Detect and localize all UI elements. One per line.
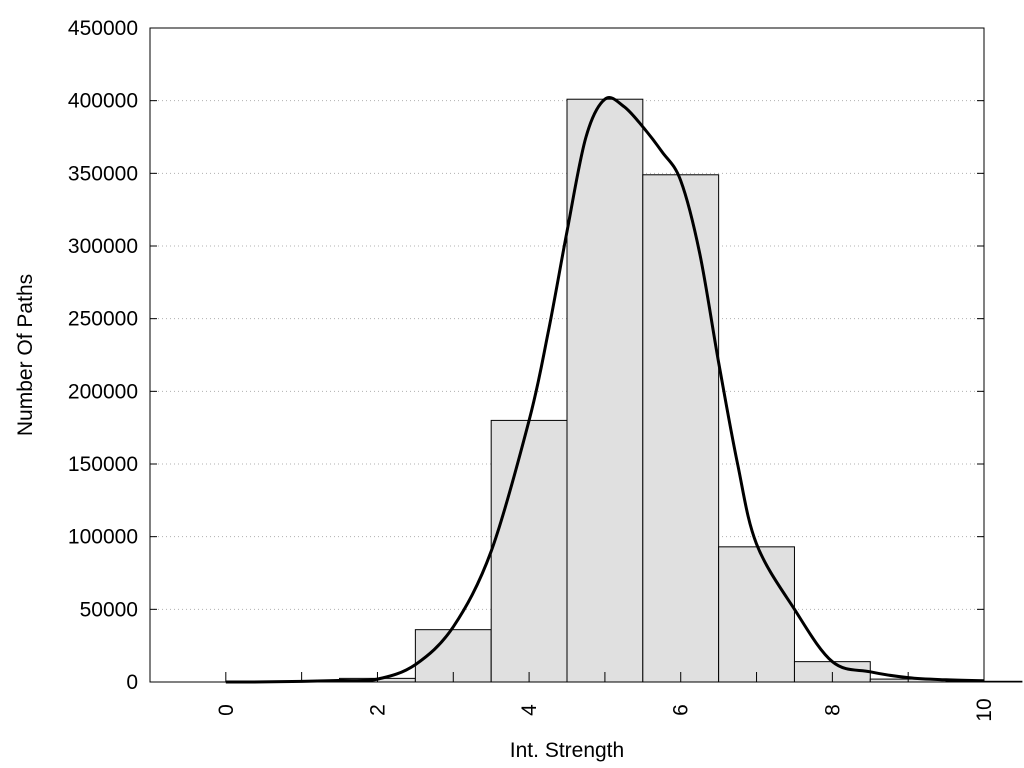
axis-ticks: 0 50000 100000 150000 200000 250000 300000 3500… bbox=[68, 17, 996, 722]
y-tick-label: 250000 bbox=[68, 308, 138, 331]
x-tick-label: 8 bbox=[821, 704, 844, 716]
y-tick-label: 50000 bbox=[80, 598, 138, 621]
x-axis-title: Int. Strength bbox=[510, 739, 624, 762]
x-tick-label: 4 bbox=[518, 704, 541, 716]
x-tick-label: 6 bbox=[670, 704, 693, 716]
histogram-bars bbox=[263, 98, 1023, 683]
x-tick-label: 2 bbox=[366, 704, 389, 716]
y-tick-label: 0 bbox=[126, 671, 138, 694]
histogram-bar bbox=[718, 546, 795, 683]
y-tick-label: 350000 bbox=[68, 162, 138, 185]
histogram-bar bbox=[566, 98, 644, 683]
x-tick-label: 10 bbox=[973, 698, 996, 721]
y-tick-label: 150000 bbox=[68, 453, 138, 476]
y-tick-label: 300000 bbox=[68, 235, 138, 258]
y-tick-label: 100000 bbox=[68, 526, 138, 549]
y-tick-label: 450000 bbox=[68, 17, 138, 40]
histogram-bar bbox=[490, 419, 568, 683]
x-tick-label: 0 bbox=[215, 704, 238, 716]
plot-frame bbox=[149, 27, 985, 683]
density-curve bbox=[225, 96, 985, 684]
y-axis-title: Number Of Paths bbox=[14, 274, 37, 436]
density-curve-layer bbox=[225, 96, 985, 684]
y-tick-label: 400000 bbox=[68, 90, 138, 113]
histogram-bar bbox=[642, 174, 720, 683]
y-tick-label: 200000 bbox=[68, 380, 138, 403]
